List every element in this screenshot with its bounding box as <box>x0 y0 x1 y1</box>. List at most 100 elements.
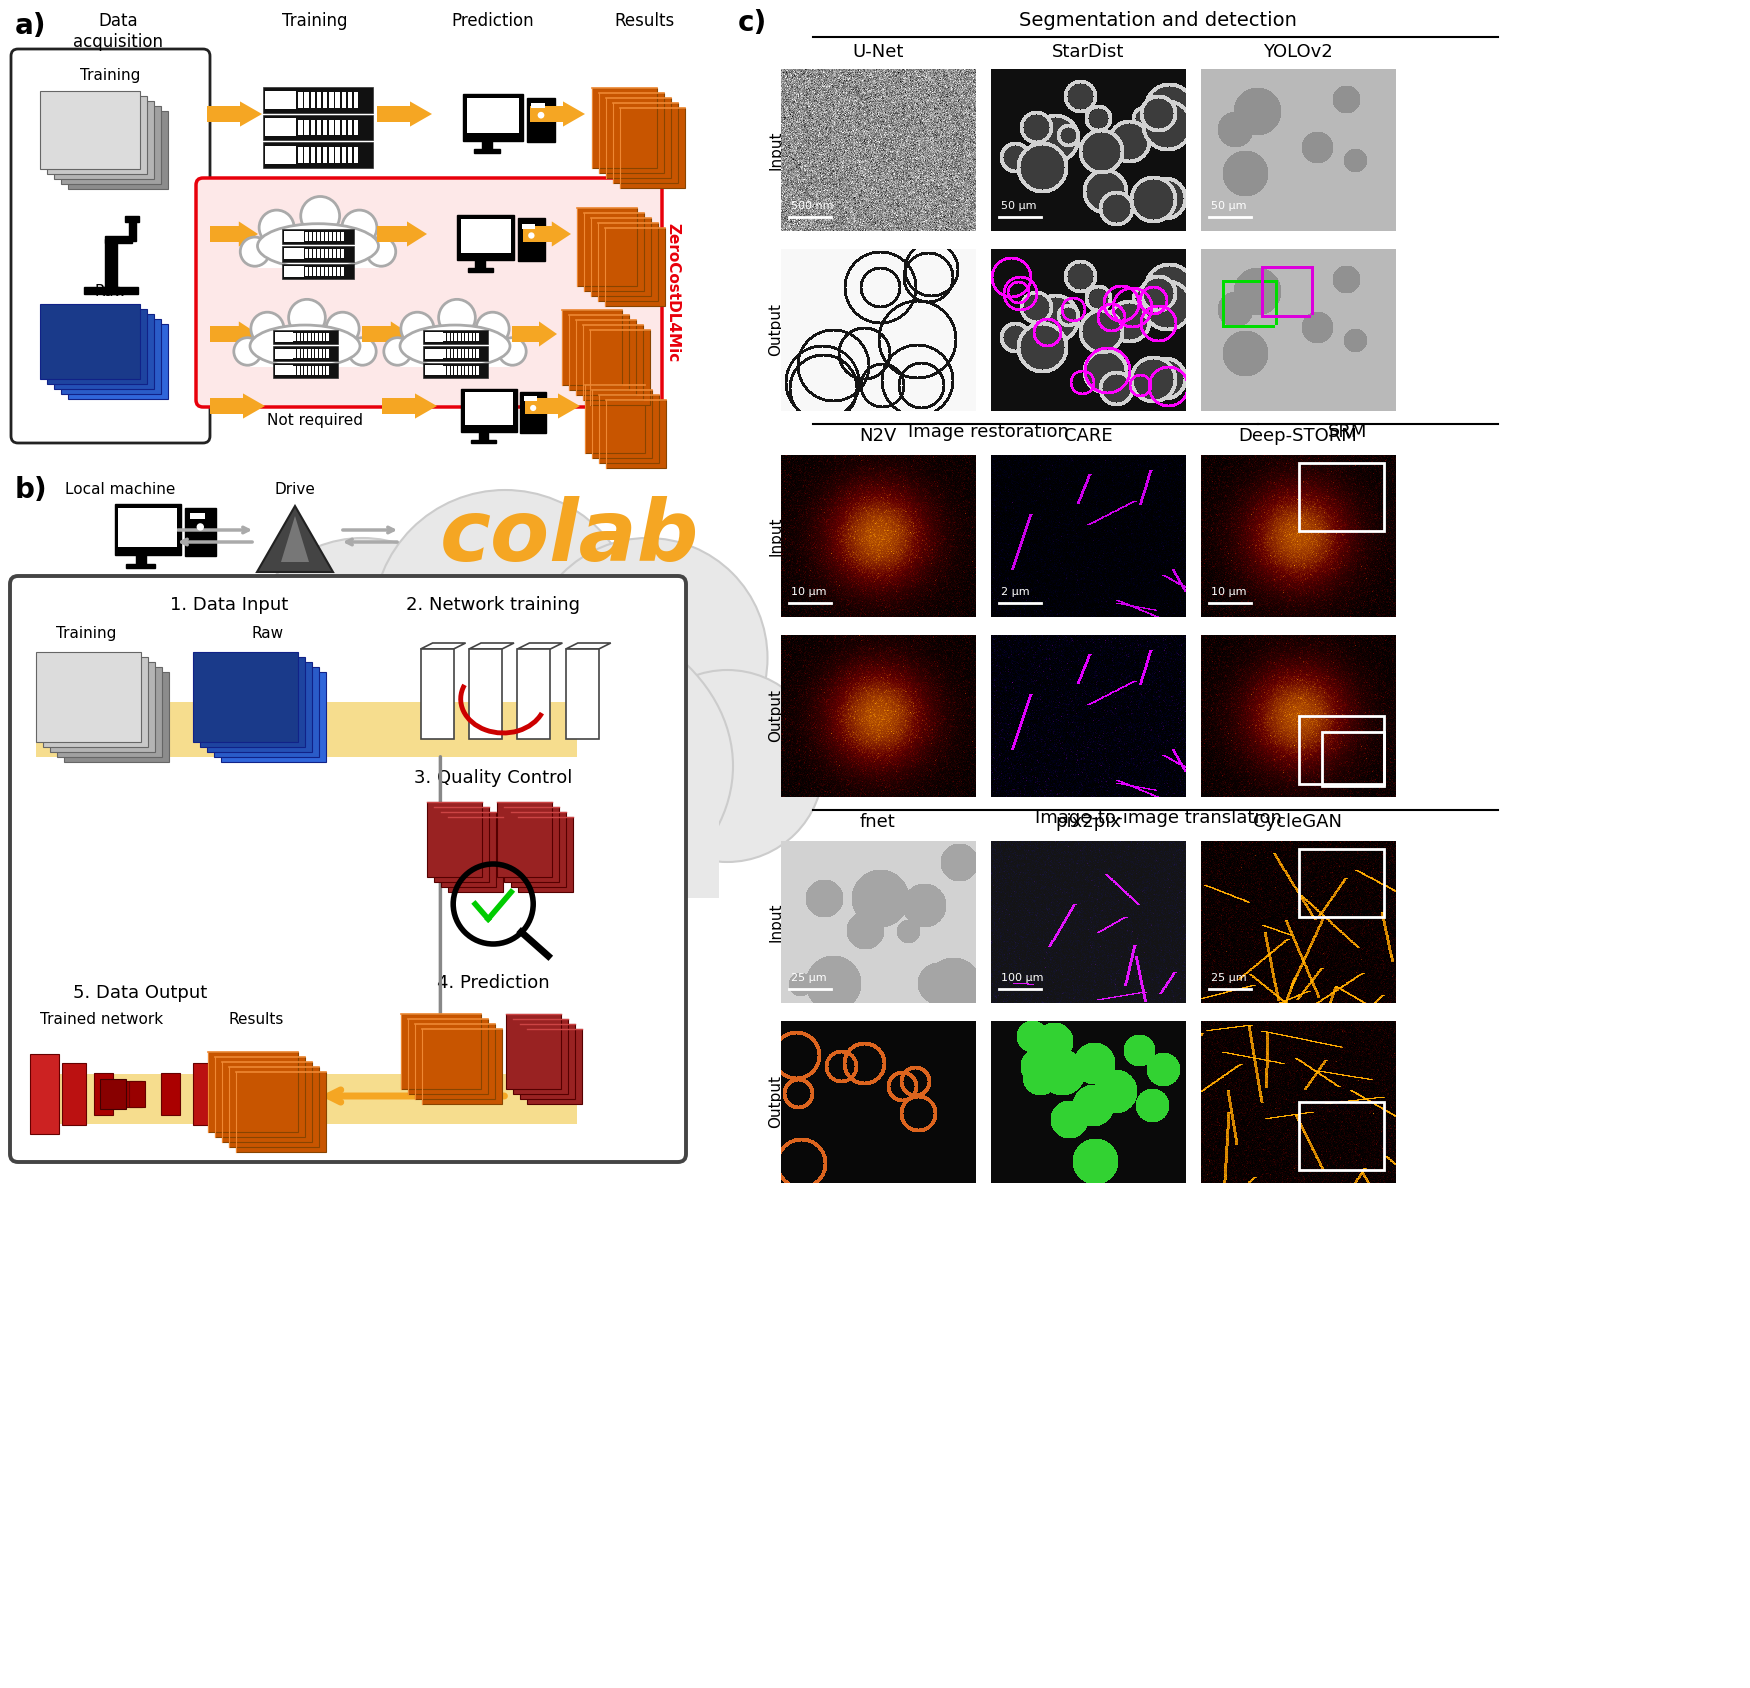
Text: 2. Network training: 2. Network training <box>406 596 581 614</box>
Bar <box>422 1030 502 1104</box>
Bar <box>348 147 352 162</box>
Bar <box>462 388 516 432</box>
Bar <box>522 223 536 228</box>
Bar <box>422 363 488 378</box>
Bar <box>422 329 488 344</box>
Text: Training: Training <box>56 626 116 641</box>
Bar <box>310 231 312 241</box>
Circle shape <box>259 209 294 245</box>
Bar <box>257 245 378 268</box>
Bar <box>525 397 537 402</box>
Bar <box>341 120 346 135</box>
Bar <box>220 672 326 761</box>
Bar <box>105 240 117 290</box>
Text: Input: Input <box>768 517 784 555</box>
Bar <box>455 366 457 375</box>
Bar <box>192 652 298 743</box>
Bar <box>458 349 460 358</box>
Bar <box>497 802 553 878</box>
Bar <box>68 111 168 189</box>
Bar <box>1298 716 1384 783</box>
Bar <box>336 93 340 108</box>
Bar <box>584 213 644 290</box>
Circle shape <box>499 338 527 365</box>
Bar <box>284 231 304 241</box>
Text: Output: Output <box>768 1075 784 1129</box>
Text: Not required: Not required <box>268 412 362 427</box>
Ellipse shape <box>250 326 360 366</box>
Bar <box>304 93 308 108</box>
Circle shape <box>527 538 768 778</box>
Bar <box>40 91 140 169</box>
Bar <box>460 219 511 253</box>
Bar <box>457 216 514 260</box>
Text: Image-to-image translation: Image-to-image translation <box>1034 809 1281 827</box>
Circle shape <box>373 490 637 755</box>
Bar <box>466 333 467 341</box>
Bar <box>354 93 359 108</box>
Bar <box>326 250 329 258</box>
Bar <box>422 346 488 361</box>
Bar <box>214 667 318 756</box>
Bar <box>310 147 315 162</box>
Text: Raw: Raw <box>94 284 126 299</box>
Bar <box>47 309 147 383</box>
Text: CARE: CARE <box>1064 427 1113 446</box>
Bar <box>262 142 373 167</box>
Bar <box>476 349 480 358</box>
Bar <box>324 147 327 162</box>
Bar <box>480 432 488 439</box>
Bar <box>606 228 665 306</box>
Bar <box>341 231 345 241</box>
Bar <box>338 267 340 275</box>
Bar <box>65 672 170 761</box>
Bar <box>222 1062 312 1143</box>
Bar <box>324 120 327 135</box>
Polygon shape <box>558 393 579 419</box>
Bar <box>61 106 161 184</box>
Text: 50 μm: 50 μm <box>1001 201 1036 211</box>
Bar <box>324 93 327 108</box>
Polygon shape <box>415 393 438 419</box>
Bar <box>284 267 304 277</box>
Text: a): a) <box>16 12 47 41</box>
Bar <box>308 366 310 375</box>
Bar <box>1298 463 1384 532</box>
Bar <box>317 267 320 275</box>
Bar <box>326 366 329 375</box>
Text: 1. Data Input: 1. Data Input <box>170 596 289 614</box>
Bar <box>322 349 326 358</box>
Bar <box>294 349 296 358</box>
Bar <box>236 1072 326 1151</box>
Text: pix2pix: pix2pix <box>1055 814 1122 830</box>
Text: b): b) <box>16 476 47 505</box>
Bar <box>126 1082 142 1107</box>
Bar <box>458 366 460 375</box>
Bar <box>282 263 354 279</box>
Bar <box>590 329 649 405</box>
Polygon shape <box>257 506 332 572</box>
Bar <box>226 1053 254 1134</box>
Bar <box>192 1063 217 1124</box>
Bar <box>562 311 621 385</box>
Bar <box>476 260 485 268</box>
Text: c): c) <box>738 8 766 37</box>
Bar <box>210 226 238 241</box>
Bar <box>135 555 147 564</box>
Bar <box>452 366 453 375</box>
Polygon shape <box>238 321 257 346</box>
Bar <box>308 349 310 358</box>
Bar <box>473 349 476 358</box>
Bar <box>338 250 340 258</box>
Bar <box>592 390 653 457</box>
Polygon shape <box>408 221 427 246</box>
Bar <box>443 333 446 341</box>
Bar <box>474 149 500 154</box>
Bar <box>298 366 299 375</box>
Polygon shape <box>390 321 410 346</box>
Bar <box>455 349 457 358</box>
Bar <box>128 218 136 241</box>
Bar <box>326 231 329 241</box>
Bar <box>341 147 346 162</box>
Bar <box>282 228 354 245</box>
